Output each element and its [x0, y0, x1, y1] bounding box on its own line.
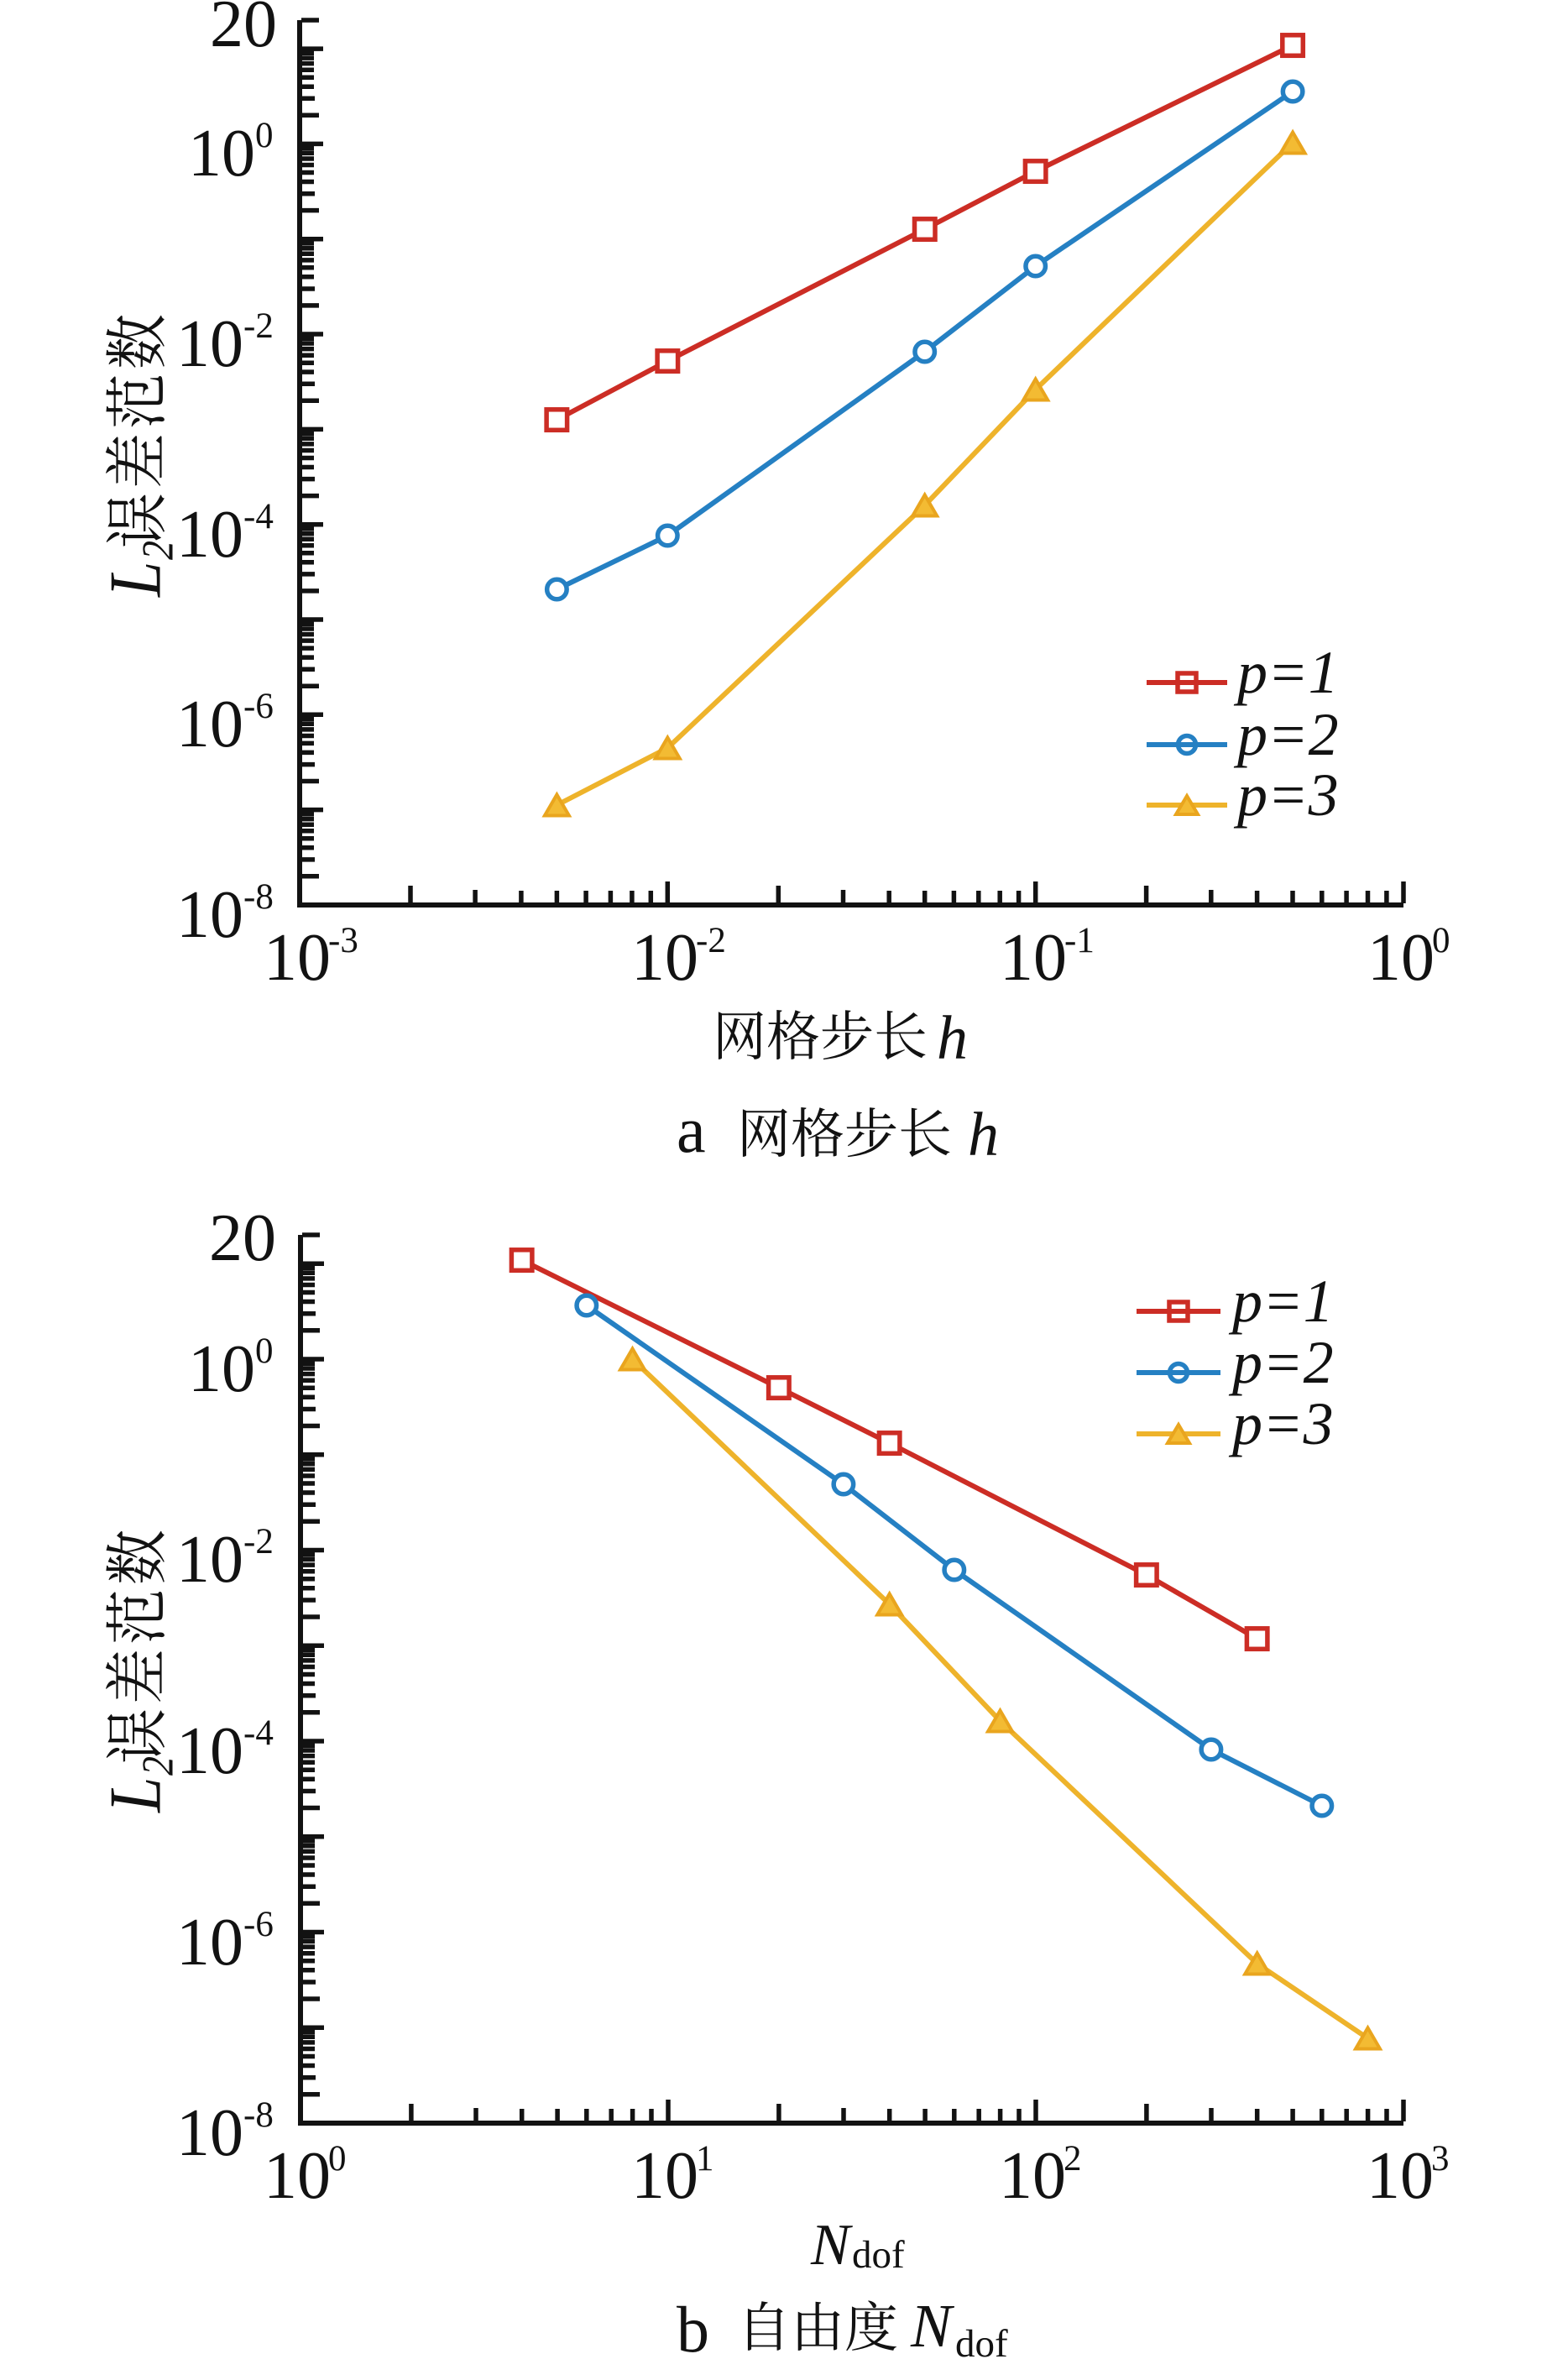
svg-text:p=1: p=1 [1228, 1268, 1334, 1335]
svg-text:10: 10 [188, 117, 255, 191]
svg-text:10: 10 [631, 921, 698, 995]
svg-text:dof: dof [852, 2233, 905, 2277]
svg-text:-4: -4 [243, 497, 274, 536]
svg-text:0: 0 [255, 1331, 274, 1371]
svg-text:1: 1 [696, 2139, 714, 2179]
svg-text:10: 10 [631, 2139, 698, 2213]
svg-text:10: 10 [176, 688, 243, 761]
svg-text:10: 10 [176, 1906, 243, 1980]
svg-text:-2: -2 [696, 921, 726, 960]
svg-text:dof: dof [955, 2322, 1008, 2366]
svg-text:h: h [968, 1101, 999, 1169]
svg-text:0: 0 [1432, 921, 1450, 960]
svg-text:2: 2 [133, 1756, 182, 1776]
svg-text:L: L [95, 1777, 176, 1813]
svg-text:10: 10 [176, 878, 243, 952]
svg-text:-6: -6 [243, 687, 274, 726]
svg-text:10: 10 [188, 1332, 255, 1406]
svg-text:a: a [677, 1093, 706, 1166]
svg-text:L: L [95, 562, 176, 598]
svg-text:N: N [810, 2213, 853, 2278]
svg-text:10: 10 [176, 2096, 243, 2170]
svg-text:p=2: p=2 [1228, 1329, 1334, 1396]
svg-text:2: 2 [1064, 2139, 1082, 2179]
svg-text:-2: -2 [243, 306, 274, 346]
svg-text:h: h [937, 1004, 968, 1073]
svg-text:N: N [910, 2292, 955, 2360]
svg-text:10: 10 [1367, 921, 1435, 995]
svg-text:p=1: p=1 [1233, 639, 1339, 706]
svg-text:p=2: p=2 [1233, 701, 1339, 768]
svg-text:-2: -2 [243, 1522, 274, 1561]
svg-text:10: 10 [176, 307, 243, 381]
svg-text:3: 3 [1431, 2139, 1450, 2179]
svg-text:10: 10 [176, 1523, 243, 1597]
svg-text:10: 10 [999, 2139, 1066, 2213]
svg-text:-6: -6 [243, 1905, 274, 1944]
svg-text:-1: -1 [1064, 921, 1095, 960]
svg-text:b: b [677, 2293, 709, 2366]
svg-text:p=3: p=3 [1233, 761, 1339, 829]
svg-text:10: 10 [264, 2139, 331, 2213]
svg-text:-8: -8 [243, 2095, 274, 2135]
svg-text:20: 20 [209, 1201, 276, 1275]
svg-text:-4: -4 [243, 1713, 274, 1753]
svg-text:20: 20 [210, 0, 277, 61]
svg-text:10: 10 [1000, 921, 1067, 995]
svg-text:-3: -3 [328, 921, 358, 960]
svg-text:10: 10 [264, 921, 331, 995]
svg-text:-8: -8 [243, 877, 274, 917]
svg-text:0: 0 [328, 2139, 347, 2179]
svg-text:10: 10 [1367, 2139, 1434, 2213]
svg-text:10: 10 [176, 1714, 243, 1788]
svg-text:10: 10 [176, 498, 243, 572]
svg-text:2: 2 [133, 541, 182, 560]
svg-text:0: 0 [255, 116, 274, 155]
svg-text:p=3: p=3 [1228, 1390, 1334, 1457]
